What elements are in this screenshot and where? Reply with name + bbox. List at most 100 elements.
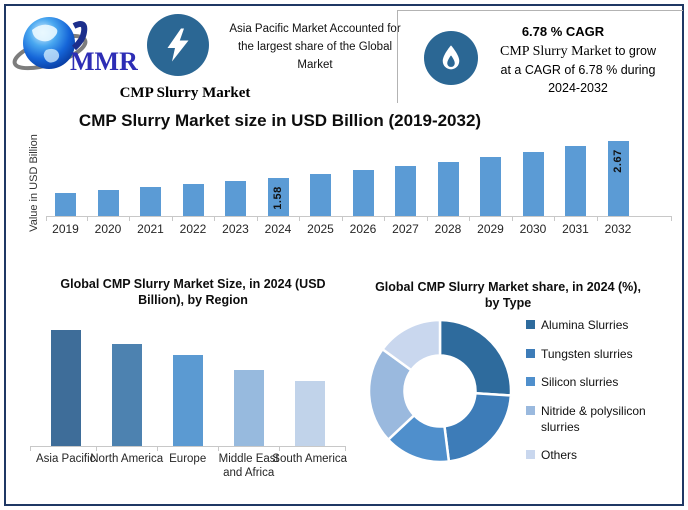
- axis-tick: [218, 447, 220, 451]
- type-donut-chart: [367, 318, 513, 464]
- axis-tick: [341, 217, 343, 221]
- x-axis-label: 2032: [604, 222, 632, 236]
- chart-bar-south-america: [294, 381, 325, 446]
- x-axis-label: 2023: [222, 222, 249, 236]
- x-axis-label: 2031: [562, 222, 589, 236]
- legend-swatch-icon: [526, 377, 535, 386]
- main-chart-xlabels: 2019 2020 2021 2022 2023 2024 2025 2026 2027 2028…: [46, 222, 672, 236]
- legend-label: Tungsten slurries: [541, 346, 633, 361]
- chart-bar-2019: [55, 193, 76, 216]
- legend-swatch-icon: [526, 450, 535, 459]
- chart-bar-europe: [172, 355, 203, 446]
- chart-bar-2030: [522, 152, 544, 216]
- main-chart-plot: 1.58 2.67: [46, 138, 672, 221]
- axis-tick: [86, 217, 88, 221]
- axis-tick: [129, 217, 131, 221]
- chart-bar-2026: [352, 170, 374, 216]
- legend-item: Nitride & polysilicon slurries: [526, 403, 680, 435]
- legend-swatch-icon: [526, 320, 535, 329]
- x-axis-label: 2025: [307, 222, 334, 236]
- chart-bar-2032: 2.67: [607, 141, 629, 216]
- bar-value-label: 2.67: [612, 149, 624, 173]
- axis-tick: [384, 217, 386, 221]
- legend-item: Silicon slurries: [526, 374, 680, 390]
- cagr-line1-rest: to grow: [614, 44, 656, 58]
- lightning-icon: [147, 14, 209, 76]
- x-axis-label: North America: [90, 453, 164, 465]
- logo-swoosh: [71, 21, 88, 51]
- globe-icon: [12, 17, 88, 71]
- x-axis-label: 2028: [434, 222, 462, 236]
- market-highlight-text: Asia Pacific Market Accounted for the la…: [229, 23, 401, 71]
- chart-bar-2021: [140, 187, 161, 216]
- x-axis-label: 2019: [52, 222, 79, 236]
- axis-tick: [279, 447, 281, 451]
- x-axis-label: South America: [272, 453, 348, 465]
- donut-slice-others: [380, 318, 442, 372]
- chart-bar-2025: [310, 174, 331, 216]
- axis-tick: [214, 217, 216, 221]
- bar-value-label: 1.58: [272, 186, 284, 210]
- x-axis-label: 2020: [94, 222, 122, 236]
- axis-tick: [596, 217, 598, 221]
- x-axis-label: 2027: [392, 222, 419, 236]
- x-axis-label: 2026: [349, 222, 377, 236]
- legend-swatch-icon: [526, 405, 535, 415]
- axis-tick: [469, 217, 471, 221]
- legend-item: Others: [526, 447, 680, 463]
- x-axis-label: Middle East and Africa: [218, 453, 279, 479]
- region-chart-xlabels: Asia Pacific North America Europe Middle Ea…: [30, 452, 348, 482]
- region-chart-plot: [30, 296, 346, 451]
- axis-tick: [46, 217, 47, 221]
- type-chart-legend: Alumina Slurries Tungsten slurries Silicon…: [526, 317, 680, 463]
- flame-icon: [424, 31, 478, 85]
- legend-swatch-icon: [526, 348, 535, 358]
- chart-bar-2027: [395, 166, 416, 216]
- chart-bar-middle-east-and-africa: [233, 370, 264, 446]
- axis-tick: [554, 217, 556, 221]
- cagr-panel: [397, 10, 683, 103]
- axis-tick: [426, 217, 428, 221]
- donut-slice-tungsten-slurries: [443, 391, 513, 463]
- axis-tick: [299, 217, 301, 221]
- legend-label: Silicon slurries: [541, 375, 619, 389]
- region-chart-title: Global CMP Slurry Market Size, in 2024 (…: [60, 277, 326, 307]
- chart-bar-2023: [225, 181, 246, 216]
- legend-label: Alumina Slurries: [541, 318, 629, 332]
- cagr-headline: 6.78 % CAGR: [521, 24, 605, 39]
- axis-tick: [256, 217, 258, 221]
- chart-bar-2020: [97, 190, 119, 216]
- x-axis-label: 2024: [264, 222, 292, 236]
- axis-tick: [96, 447, 98, 451]
- axis-tick: [30, 447, 31, 451]
- x-axis-label: 2030: [519, 222, 547, 236]
- main-chart-ylabel: Value in USD Billion: [28, 134, 40, 232]
- type-chart-title: Global CMP Slurry Market share, in 2024 …: [375, 280, 641, 310]
- logo-text: MMR: [70, 47, 138, 76]
- legend-item: Alumina Slurries: [526, 317, 680, 333]
- chart-bar-north-america: [111, 344, 142, 446]
- cagr-line2: at a CAGR of 6.78 % during: [500, 63, 656, 77]
- cagr-market-name: CMP Slurry Market: [500, 44, 612, 59]
- chart-bar-2031: [565, 146, 586, 216]
- legend-label: Nitride & polysilicon slurries: [541, 403, 646, 434]
- x-axis-label: 2021: [137, 222, 164, 236]
- axis-tick: [157, 447, 159, 451]
- legend-item: Tungsten slurries: [526, 346, 680, 362]
- chart-bar-2029: [480, 157, 501, 216]
- x-axis-label: 2029: [477, 222, 504, 236]
- cagr-description: CMP Slurry Market to grow at a CAGR of 6…: [478, 42, 678, 97]
- chart-bar-2024: 1.58: [267, 178, 289, 216]
- cagr-line3: 2024-2032: [548, 81, 608, 95]
- x-axis-label: Europe: [169, 453, 207, 465]
- axis-tick: [511, 217, 513, 221]
- donut-slice-alumina-slurries: [438, 318, 513, 397]
- chart-bar-asia-pacific: [50, 330, 81, 446]
- chart-bar-2022: [182, 184, 204, 216]
- report-title: CMP Slurry Market: [119, 85, 251, 101]
- x-axis-label: Asia Pacific: [35, 453, 96, 465]
- x-axis-label: 2022: [179, 222, 207, 236]
- legend-label: Others: [541, 448, 578, 462]
- main-chart-title: CMP Slurry Market size in USD Billion (2…: [78, 111, 482, 130]
- axis-tick: [345, 447, 346, 451]
